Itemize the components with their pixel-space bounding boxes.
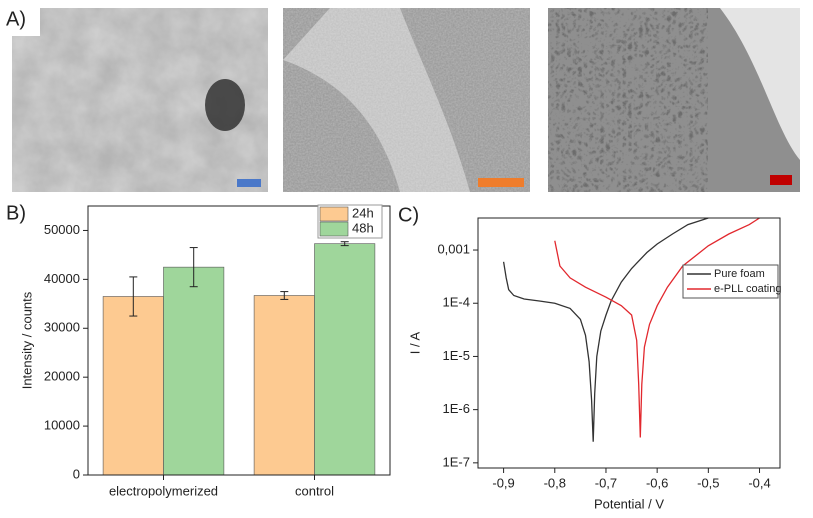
panel-label: B) (6, 202, 26, 224)
y-axis-label: I / A (407, 331, 422, 354)
y-tick-label: 20000 (44, 369, 80, 384)
legend-swatch (319, 221, 349, 237)
x-tick-label: -0,4 (748, 475, 770, 490)
plot-frame (87, 205, 391, 476)
y-tick-label: 10000 (44, 418, 80, 433)
y-tick-label: 0,001 (437, 241, 470, 256)
plot-frame (477, 217, 781, 469)
y-tick-label: 50000 (44, 222, 80, 237)
x-tick-label: -0,7 (595, 475, 617, 490)
bar (253, 295, 315, 476)
x-tick-label: -0,9 (492, 475, 514, 490)
x-tick-label: -0,5 (697, 475, 719, 490)
x-tick-label: control (295, 483, 334, 498)
y-tick-label: 1E-7 (443, 454, 470, 469)
bar (163, 266, 225, 476)
y-tick-label: 0 (73, 466, 80, 481)
x-axis-label: Potential / V (594, 496, 664, 511)
legend-label: 48h (352, 220, 374, 235)
legend-label: 24h (352, 205, 374, 220)
bar (314, 243, 376, 476)
x-tick-label: -0,8 (544, 475, 566, 490)
line-series (502, 217, 709, 442)
x-tick-label: electropolymerized (109, 483, 218, 498)
sem-image-3 (548, 8, 800, 192)
sem-image-1 (12, 8, 268, 192)
sem-image-2 (283, 8, 530, 192)
y-tick-label: 30000 (44, 320, 80, 335)
legend-label: e-PLL coating (714, 283, 781, 295)
y-tick-label: 1E-4 (443, 295, 470, 310)
y-tick-label: 40000 (44, 271, 80, 286)
bar (102, 296, 164, 476)
y-tick-label: 1E-5 (443, 348, 470, 363)
legend-label: Pure foam (714, 268, 765, 280)
panel-label: A) (6, 8, 26, 30)
legend-swatch (319, 206, 349, 222)
line-series (554, 217, 760, 438)
label-bg (0, 0, 40, 36)
y-tick-label: 1E-6 (443, 401, 470, 416)
x-tick-label: -0,6 (646, 475, 668, 490)
legend-box (682, 264, 779, 299)
panel-label: C) (398, 204, 419, 226)
y-axis-label: Intensity / counts (19, 291, 34, 389)
